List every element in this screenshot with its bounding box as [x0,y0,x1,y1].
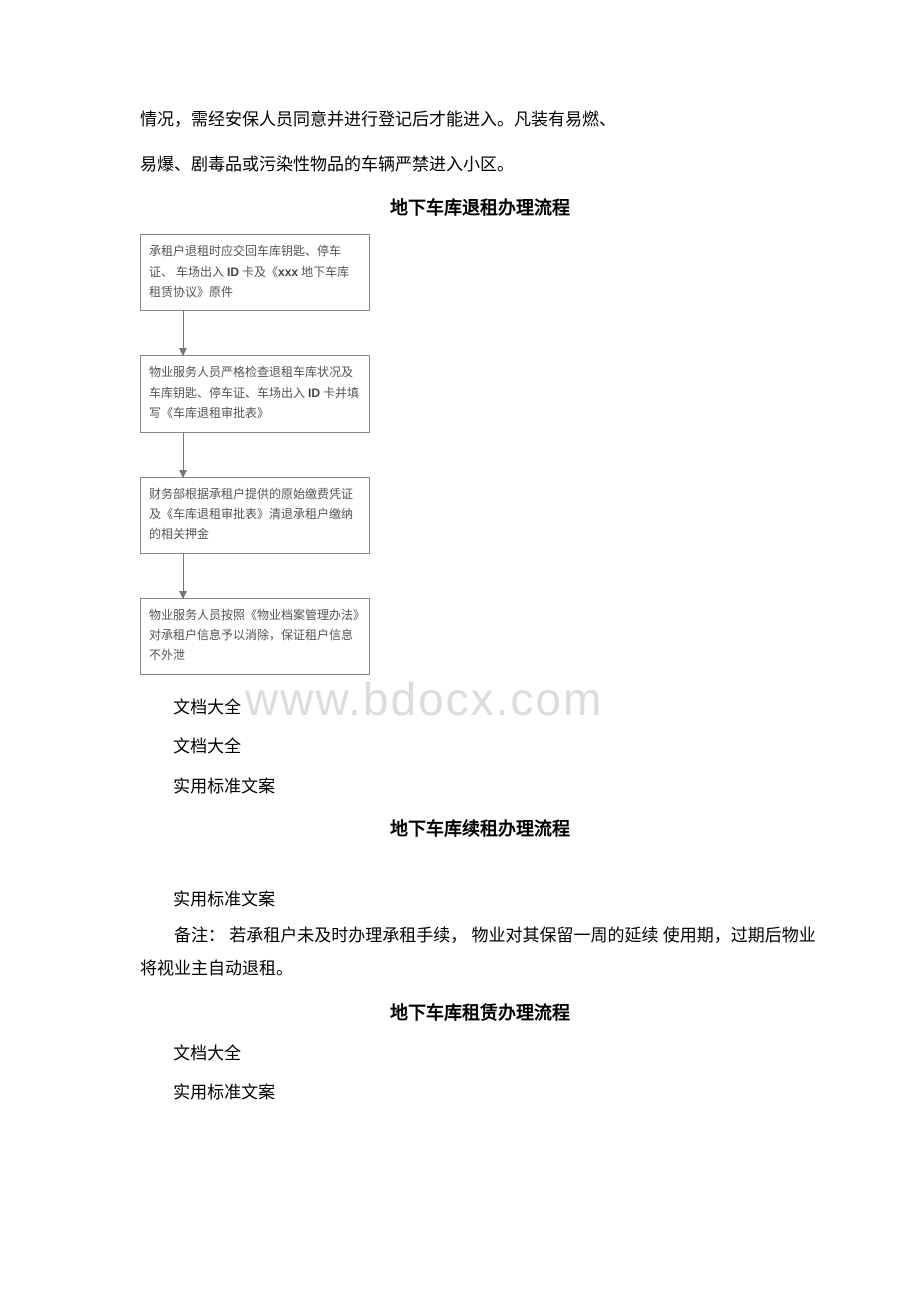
note-content: 备注： 若承租户未及时办理承租手续， 物业对其保留一周的延续 使用期，过期后物业… [140,920,820,985]
footer-text-5: 文档大全 [140,1035,820,1072]
flowchart-arrow [182,432,184,478]
flowchart-exit-lease: 承租户退租时应交回车库钥匙、停车证、 车场出入 ID 卡及《xxx 地下车库租赁… [140,234,370,675]
flowchart-node: 财务部根据承租户提供的原始缴费凭证及《车库退租审批表》清退承租户缴纳的相关押金 [140,477,370,554]
flowchart-node: 物业服务人员严格检查退租车库状况及车库钥匙、停车证、车场出入 ID 卡并填写《车… [140,355,370,432]
note-text: 备注： 若承租户未及时办理承租手续， 物业对其保留一周的延续 使用期，过期后物业… [140,920,820,985]
heading-lease-process: 地下车库租赁办理流程 [140,995,820,1031]
footer-text-4: 实用标准文案 [140,881,820,918]
footer-text-2: 文档大全 [140,728,820,765]
heading-renew-lease: 地下车库续租办理流程 [140,811,820,847]
flowchart-node: 物业服务人员按照《物业档案管理办法》对承租户信息予以消除，保证租户信息不外泄 [140,598,370,675]
flowchart-arrow [182,310,184,356]
intro-line-2: 易爆、剧毒品或污染性物品的车辆严禁进入小区。 [140,145,820,184]
footer-text-3: 实用标准文案 [140,768,820,805]
footer-text-1: 文档大全 [140,689,820,726]
heading-exit-lease: 地下车库退租办理流程 [140,190,820,226]
footer-text-6: 实用标准文案 [140,1074,820,1111]
flowchart-node: 承租户退租时应交回车库钥匙、停车证、 车场出入 ID 卡及《xxx 地下车库租赁… [140,234,370,311]
flowchart-arrow [182,553,184,599]
intro-line-1: 情况，需经安保人员同意并进行登记后才能进入。凡装有易燃、 [140,100,820,139]
